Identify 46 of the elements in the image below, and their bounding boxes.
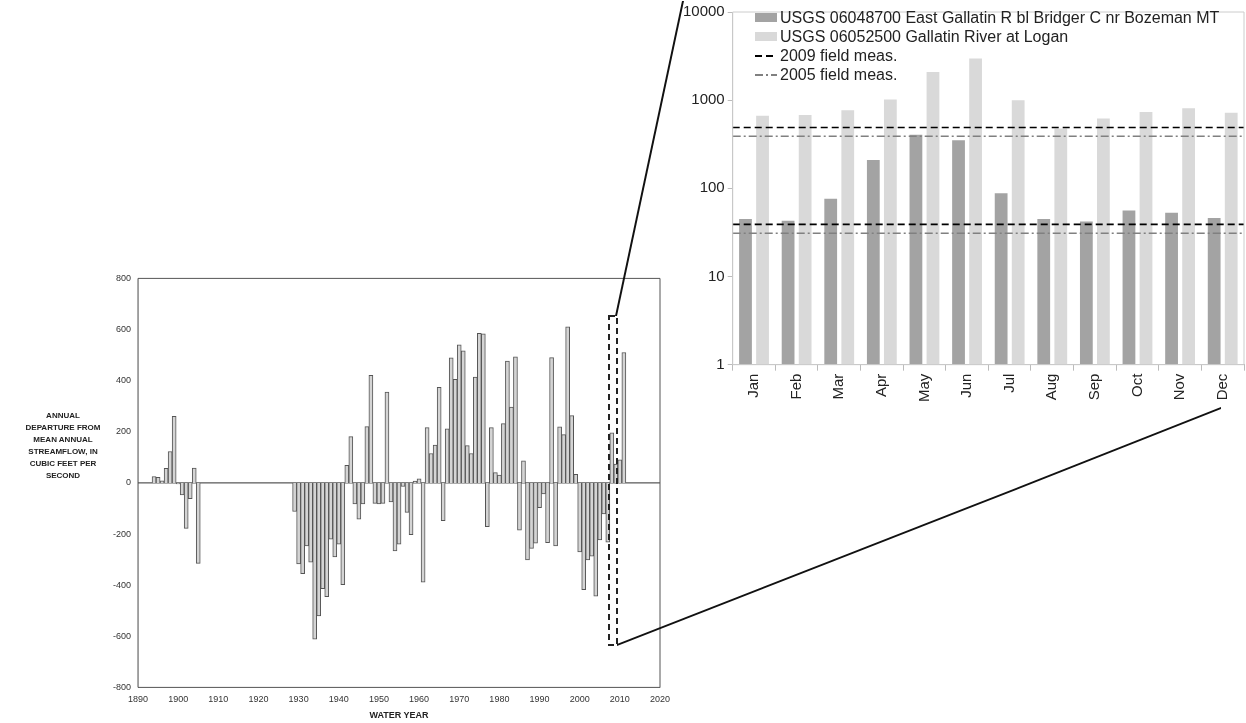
y-tick-label: 400 [115, 375, 132, 386]
y-tick-label: 1000 [691, 90, 725, 108]
y-tick-label: 800 [115, 272, 132, 283]
x-tick-label: 1940 [328, 694, 349, 705]
x-tick-label: 2020 [649, 694, 671, 705]
x-tick-label: 2010 [609, 694, 630, 705]
x-tick-label: 1900 [168, 694, 189, 705]
x-tick-label: Jan [744, 373, 762, 398]
x-tick-label: 1920 [248, 694, 269, 705]
x-tick-label: May [914, 373, 932, 403]
legend-label: 2005 field meas. [780, 65, 898, 84]
y-tick-label: 100 [699, 178, 725, 196]
y-tick-label: 600 [115, 324, 132, 335]
x-tick-label: Feb [786, 373, 804, 400]
x-tick-label: Dec [1212, 373, 1230, 401]
x-tick-label: Jul [999, 373, 1017, 393]
x-tick-label: Oct [1127, 372, 1145, 398]
x-tick-label: 1980 [489, 694, 510, 705]
x-axis-title: WATER YEAR [369, 710, 430, 721]
y-tick-label: -800 [113, 681, 132, 692]
y-tick-label: -400 [113, 579, 132, 590]
x-tick-label: Nov [1170, 373, 1188, 401]
x-tick-label: Mar [829, 373, 847, 400]
x-tick-label: 1970 [449, 694, 470, 705]
y-tick-label: 10 [708, 266, 725, 284]
x-tick-label: 1930 [288, 694, 309, 705]
legend-label: 2009 field meas. [780, 46, 898, 65]
x-tick-label: 1960 [409, 694, 430, 705]
x-tick-label: 1890 [128, 694, 149, 705]
x-tick-label: Aug [1042, 373, 1060, 401]
x-tick-label: Jun [957, 373, 975, 398]
x-tick-label: Sep [1085, 373, 1103, 401]
x-tick-label: 1990 [529, 694, 550, 705]
y-axis-title: ANNUAL DEPARTURE FROM MEAN ANNUAL STREAMFLOW, IN CUBIC FEET PER SECOND [24, 410, 102, 482]
legend-label: USGS 06052500 Gallatin River at Logan [780, 27, 1069, 46]
x-tick-label: 2000 [569, 694, 590, 705]
y-tick-label: -600 [113, 630, 132, 641]
x-tick-label: 1950 [368, 694, 389, 705]
x-tick-label: 1910 [208, 694, 229, 705]
y-tick-label: -200 [113, 528, 132, 539]
x-tick-label: Apr [871, 373, 889, 398]
legend-label: USGS 06048700 East Gallatin R bl Bridger C nr Bozeman MT [780, 8, 1220, 27]
y-tick-label: 0 [126, 477, 132, 488]
y-tick-label: 1 [716, 354, 725, 372]
y-tick-label: 10000 [682, 2, 725, 20]
y-tick-label: 200 [115, 426, 132, 437]
